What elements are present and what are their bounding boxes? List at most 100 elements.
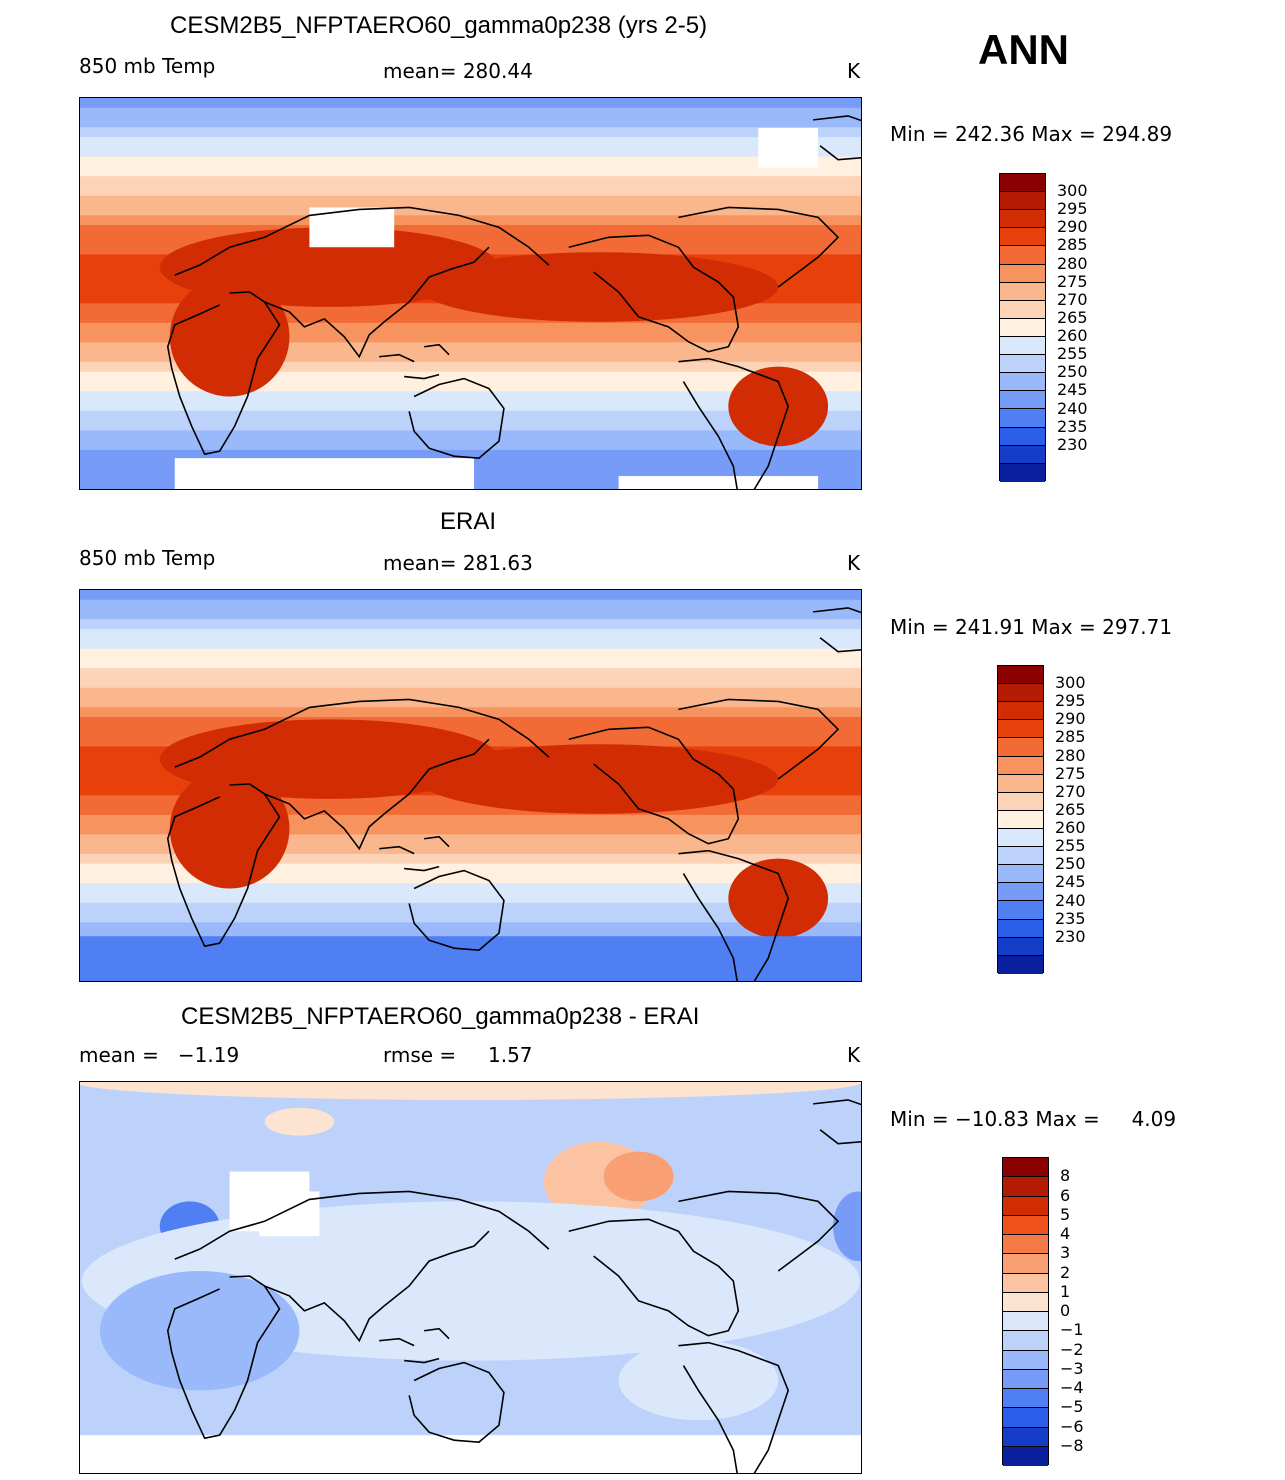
colorbar-segment: [1003, 1177, 1048, 1197]
colorbar-tick-label: 270: [1057, 289, 1088, 309]
panel1-left-label: 850 mb Temp: [79, 54, 216, 78]
field-band: [80, 717, 861, 728]
map-canvas: [80, 98, 861, 489]
colorbar-tick-label: 280: [1057, 253, 1088, 273]
coastline: [424, 343, 450, 356]
season-label: ANN: [978, 26, 1069, 73]
colorbar-segment: [1003, 1254, 1048, 1274]
colorbar-segment: [1000, 391, 1045, 410]
panel2-map: [79, 589, 862, 982]
field-band: [80, 185, 861, 197]
panel1-map: [79, 97, 862, 490]
colorbar-segment: [1003, 1408, 1048, 1428]
colorbar-segment: [1003, 1292, 1048, 1312]
field-band: [80, 824, 861, 836]
colorbar-tick-label: 250: [1057, 362, 1088, 382]
colorbar-segment: [1003, 1196, 1048, 1216]
field-region: [264, 1107, 335, 1136]
colorbar-tick-label: −8: [1060, 1435, 1084, 1455]
panel2-left-label: 850 mb Temp: [79, 546, 216, 570]
colorbar-segment: [1003, 1389, 1048, 1409]
field-band: [80, 107, 861, 119]
colorbar-tick-label: 5: [1060, 1204, 1071, 1224]
colorbar-tick-label: 235: [1055, 908, 1086, 928]
field-band: [80, 844, 861, 855]
colorbar-tick-label: 275: [1057, 271, 1088, 291]
field-band: [80, 313, 861, 324]
colorbar-tick-label: 300: [1055, 673, 1086, 693]
field-band: [80, 420, 861, 432]
map-canvas: [80, 1082, 861, 1473]
colorbar-segment: [1000, 282, 1045, 301]
panel3-center-label: rmse = 1.57: [383, 1043, 533, 1067]
field-band: [80, 127, 861, 139]
panel2-units: K: [847, 551, 861, 575]
field-band: [80, 225, 861, 236]
colorbar-segment: [998, 919, 1043, 938]
field-region: [99, 1271, 300, 1391]
coastline: [813, 115, 861, 161]
coastline: [383, 1230, 490, 1307]
field-region: [169, 769, 290, 889]
colorbar-tick-label: 1: [1060, 1281, 1071, 1301]
colorbar-segment: [998, 865, 1043, 884]
field-band: [80, 629, 861, 640]
field-band: [80, 166, 861, 178]
colorbar-segment: [1003, 1312, 1048, 1332]
panel3-units: K: [847, 1043, 861, 1067]
colorbar-segment: [1000, 228, 1045, 247]
field-band: [80, 902, 861, 914]
colorbar-tick-label: 250: [1055, 854, 1086, 874]
field-region: [80, 1082, 861, 1100]
field-band: [80, 658, 861, 670]
coastline: [264, 793, 385, 851]
colorbar-tick-label: 290: [1055, 709, 1086, 729]
field-band: [80, 853, 861, 865]
colorbar-segment: [998, 810, 1043, 829]
colorbar-segment: [1000, 246, 1045, 265]
colorbar-tick-label: −3: [1060, 1358, 1084, 1378]
field-band: [80, 638, 861, 650]
coastline: [568, 1218, 740, 1337]
field-band: [80, 98, 861, 109]
coastline: [379, 845, 415, 855]
panel3-minmax: Min = −10.83 Max = 4.09: [890, 1107, 1177, 1131]
coastline: [379, 353, 415, 363]
colorbar-segment: [1000, 318, 1045, 337]
field-band: [80, 883, 861, 895]
colorbar-segment: [1000, 409, 1045, 428]
field-band: [80, 401, 861, 412]
panel2-minmax: Min = 241.91 Max = 297.71: [890, 615, 1173, 639]
field-region: [728, 366, 829, 447]
coastline: [408, 1361, 505, 1443]
colorbar-tick-label: 265: [1057, 307, 1088, 327]
field-band: [80, 410, 861, 422]
colorbar-segment: [998, 702, 1043, 721]
colorbar-segment: [1000, 210, 1045, 229]
field-region: [603, 1151, 674, 1202]
colorbar-segment: [998, 756, 1043, 775]
colorbar-segment: [998, 666, 1043, 685]
field-band: [80, 430, 861, 442]
coastline: [678, 206, 840, 288]
coastline: [813, 1099, 861, 1145]
colorbar-tick-label: −5: [1060, 1397, 1084, 1417]
colorbar-tick-label: 260: [1057, 326, 1088, 346]
field-band: [80, 381, 861, 393]
colorbar-tick-label: 240: [1057, 398, 1088, 418]
panel2-title: ERAI: [440, 508, 497, 535]
colorbar-segment: [1003, 1158, 1048, 1178]
coastline: [166, 783, 281, 948]
colorbar-segment: [1000, 373, 1045, 392]
colorbar-segment: [1000, 463, 1045, 482]
field-band: [80, 195, 861, 207]
colorbar-tick-label: 245: [1057, 380, 1088, 400]
colorbar-segment: [1000, 192, 1045, 211]
coastline: [404, 373, 440, 380]
coastline: [404, 865, 440, 872]
colorbar-tick-label: 240: [1055, 890, 1086, 910]
field-band: [80, 619, 861, 631]
colorbar-segment: [998, 738, 1043, 757]
field-region: [728, 858, 829, 939]
antarctic-region: [80, 936, 861, 981]
